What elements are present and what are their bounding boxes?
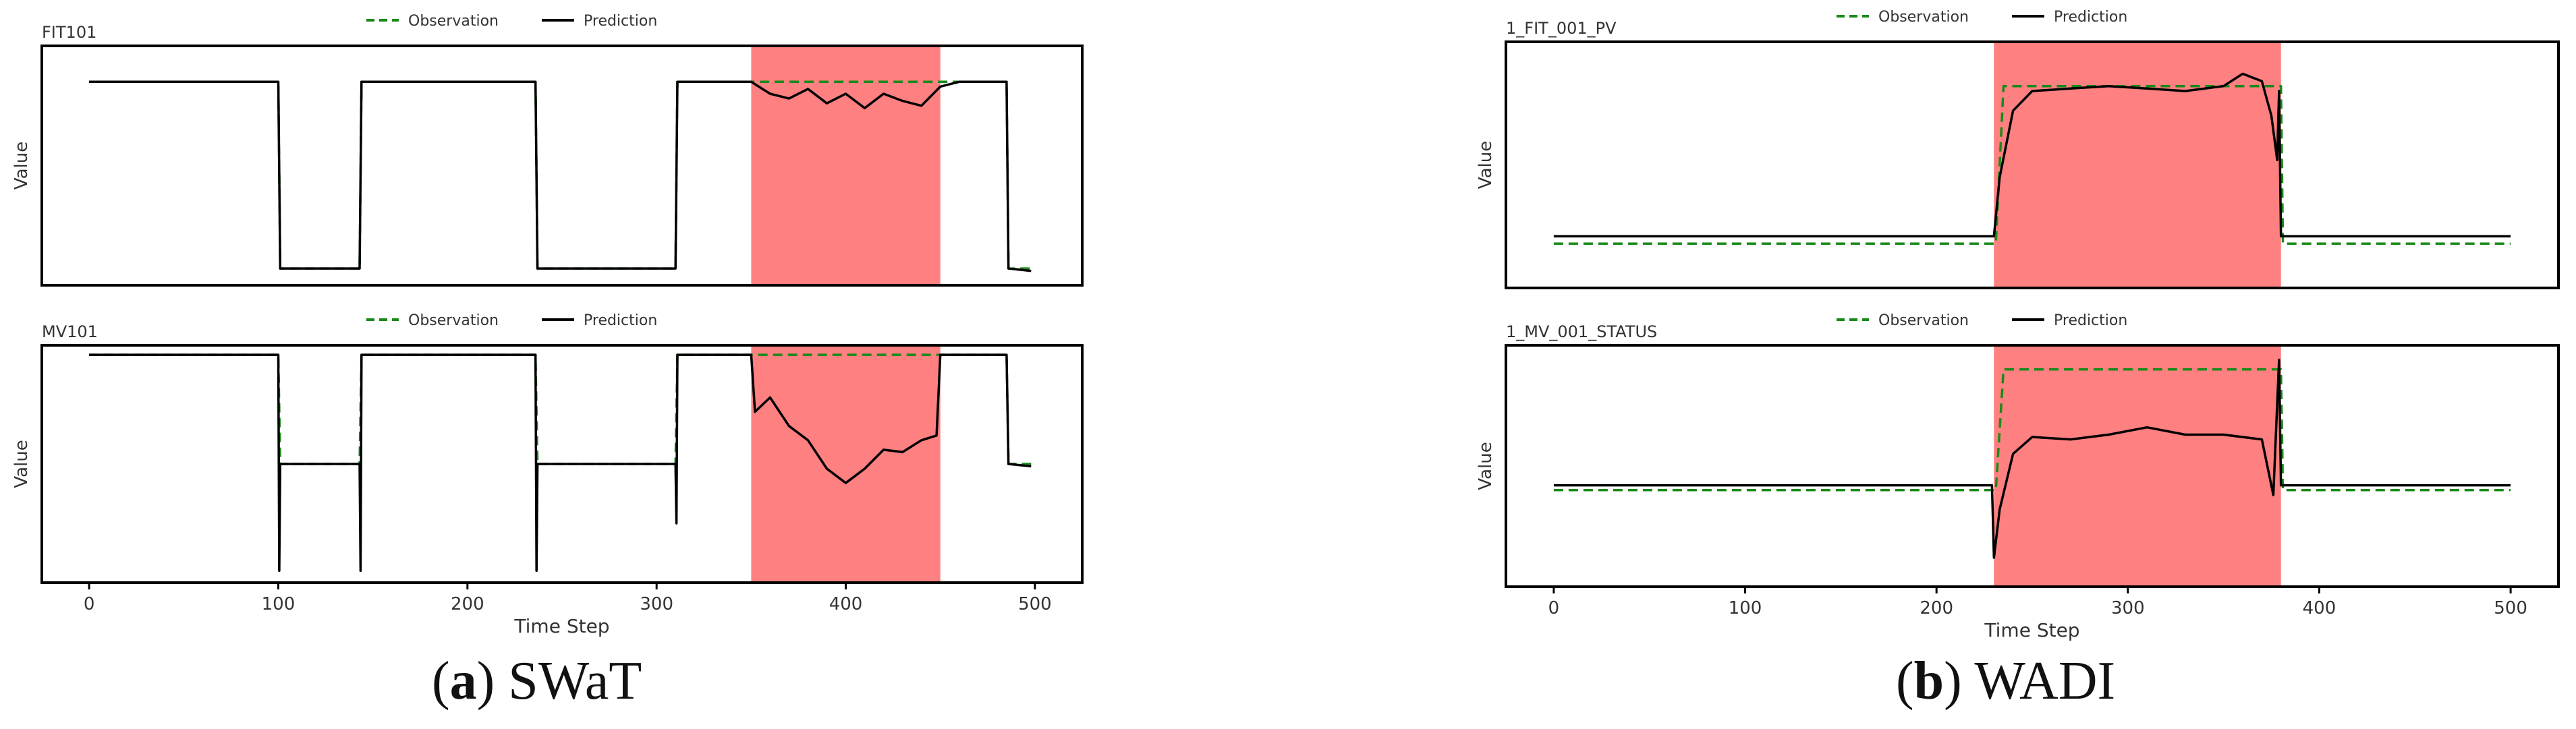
caption-a-close: ) — [476, 651, 495, 711]
plot-frame — [40, 344, 1084, 584]
caption-a: (a) SWaT — [432, 651, 642, 712]
x-tick-label: 200 — [451, 594, 484, 614]
observation-line — [1553, 84, 2511, 245]
chart-title: 1_MV_001_STATUS — [1506, 322, 1657, 341]
x-tick-label: 300 — [640, 594, 673, 614]
chart-3: MV101 Value Observation Prediction 0 100 200 30… — [11, 312, 1084, 637]
y-axis-label: Value — [11, 142, 32, 189]
prediction-line — [1553, 72, 2511, 238]
caption-b-letter: b — [1913, 651, 1944, 711]
observation-line — [1553, 368, 2511, 492]
caption-a-name: SWaT — [495, 651, 642, 711]
prediction-line — [89, 80, 1032, 272]
legend-label: Observation — [408, 13, 499, 30]
x-tick-label: 100 — [1729, 598, 1762, 618]
x-tick-label: 0 — [84, 594, 95, 614]
prediction-line — [89, 353, 1032, 573]
plot-frame — [40, 45, 1084, 287]
x-tick-label: 400 — [2303, 598, 2336, 618]
chart-title: MV101 — [42, 322, 98, 341]
caption-b-close: ) — [1944, 651, 1962, 711]
legend-label: Observation — [408, 312, 499, 329]
x-tick-label: 500 — [2494, 598, 2527, 618]
legend-label: Prediction — [584, 13, 657, 30]
caption-b-name: WADI — [1961, 651, 2116, 711]
caption-b: (b) WADI — [1896, 651, 2115, 712]
chart-title: FIT101 — [42, 23, 96, 42]
legend-label: Observation — [1878, 312, 1969, 329]
x-tick-label: 400 — [829, 594, 863, 614]
x-tick-label: 100 — [262, 594, 296, 614]
legend-label: Prediction — [584, 312, 657, 329]
y-axis-label: Value — [1476, 442, 1496, 490]
anomaly-region — [1994, 42, 2281, 288]
plot-frame — [1505, 344, 2560, 588]
x-tick-label: 500 — [1018, 594, 1052, 614]
chart-2: 1_FIT_001_PV Value Observation Prediction — [1476, 9, 2560, 289]
anomaly-region — [751, 345, 941, 583]
x-axis-label: Time Step — [1984, 619, 2079, 641]
chart-1: FIT101 Value Observation Prediction — [11, 13, 1084, 287]
x-tick-label: 0 — [1548, 598, 1560, 618]
legend-label: Observation — [1878, 9, 1969, 26]
anomaly-region — [751, 46, 941, 285]
prediction-line — [1553, 358, 2511, 559]
caption-b-open: ( — [1896, 651, 1914, 711]
anomaly-region — [1994, 345, 2281, 587]
caption-a-letter: a — [449, 651, 477, 711]
plot-frame — [1505, 40, 2560, 289]
chart-4: 1_MV_001_STATUS Value Observation Predictio… — [1476, 312, 2560, 641]
chart-title: 1_FIT_001_PV — [1506, 19, 1617, 38]
x-tick-label: 300 — [2111, 598, 2145, 618]
legend-label: Prediction — [2054, 312, 2127, 329]
y-axis-label: Value — [11, 440, 32, 488]
x-tick-label: 200 — [1920, 598, 1953, 618]
x-axis-label: Time Step — [513, 615, 609, 637]
legend-label: Prediction — [2054, 9, 2127, 26]
y-axis-label: Value — [1476, 141, 1496, 189]
caption-a-open: ( — [432, 651, 450, 711]
